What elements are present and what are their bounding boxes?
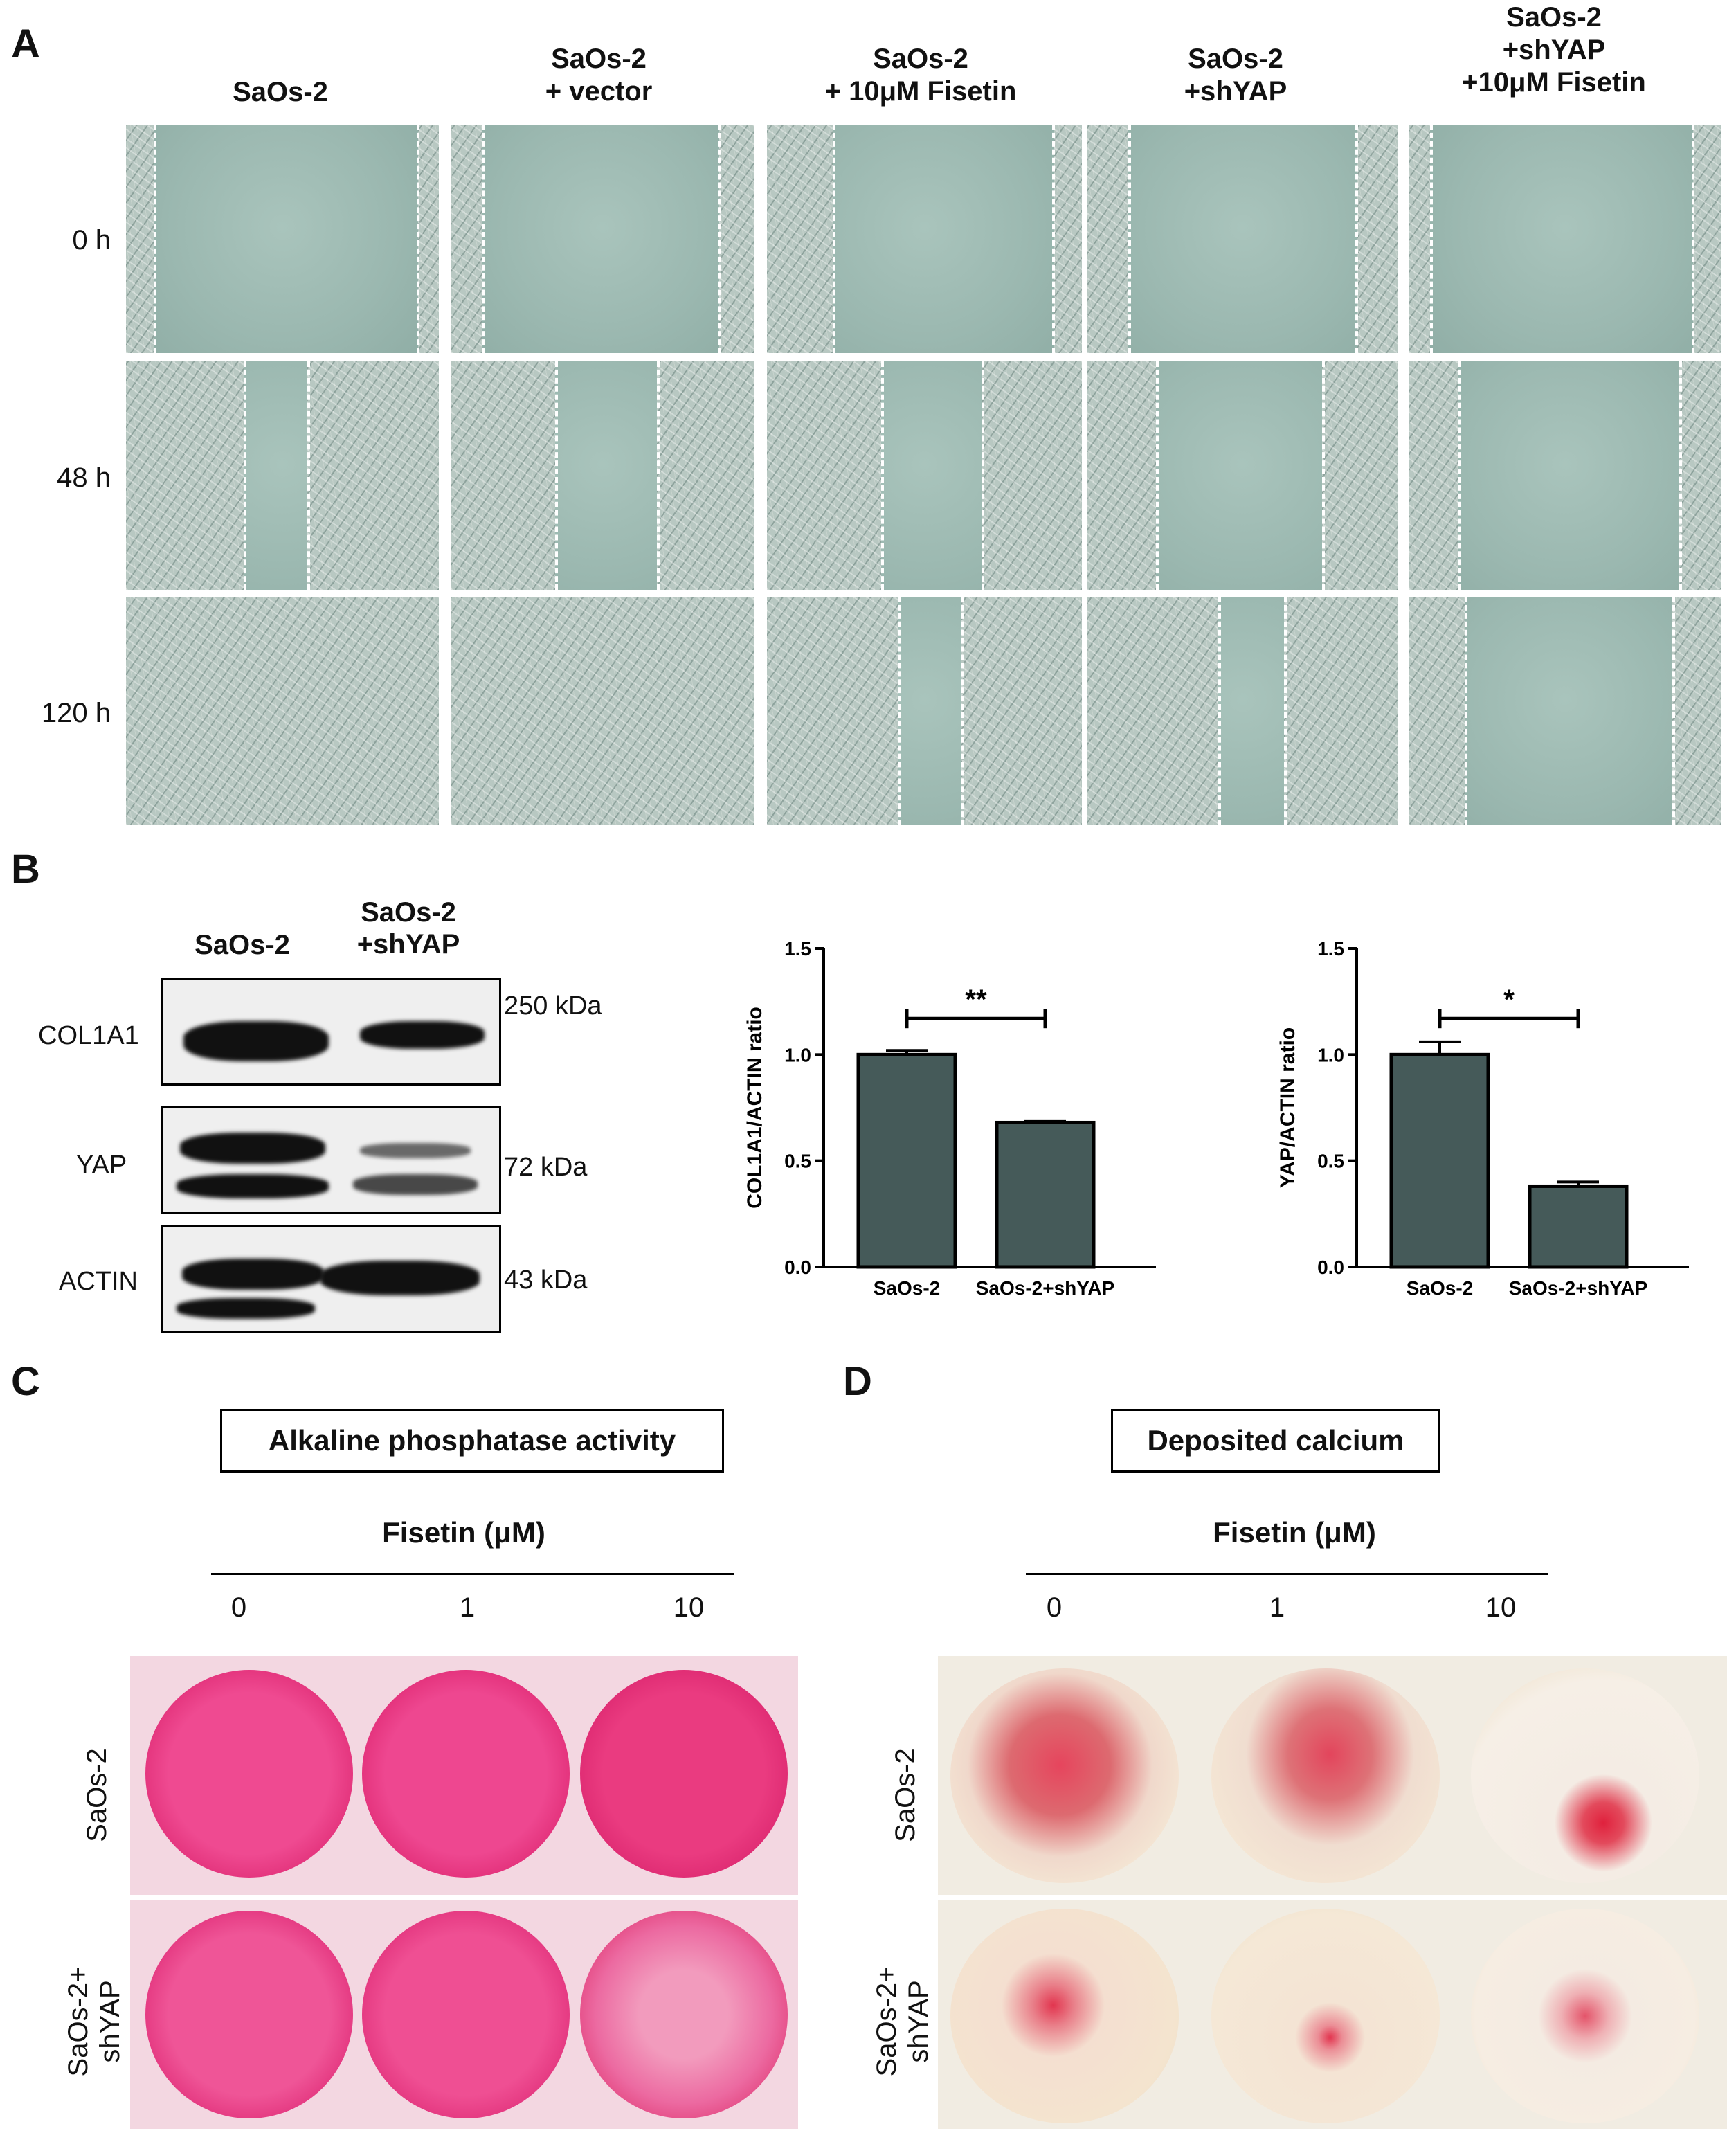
concentration-label: 0 bbox=[1046, 1592, 1063, 1623]
significance-label: * bbox=[1503, 984, 1515, 1015]
significance-label: ** bbox=[965, 984, 987, 1015]
well bbox=[580, 1911, 788, 2118]
micrograph bbox=[126, 125, 439, 353]
micrograph bbox=[1409, 597, 1721, 825]
x-tick-label: SaOs-2+shYAP bbox=[976, 1277, 1115, 1299]
bar bbox=[995, 1120, 1096, 1269]
bar bbox=[1389, 1052, 1490, 1269]
blot-col1a1 bbox=[161, 978, 501, 1086]
y-tick-label: 0.5 bbox=[784, 1151, 811, 1172]
calcium-plate-row bbox=[938, 1656, 1727, 1895]
row-label: SaOs-2+ shYAP bbox=[63, 1966, 125, 2077]
y-tick-label: 1.0 bbox=[1317, 1044, 1344, 1065]
panel-b-letter: B bbox=[11, 847, 40, 892]
y-tick-label: 1.5 bbox=[784, 938, 811, 960]
fisetin-axis-line bbox=[211, 1573, 734, 1575]
well bbox=[950, 1668, 1179, 1883]
panel-c-title: Alkaline phosphatase activity bbox=[220, 1409, 724, 1473]
well bbox=[1211, 1668, 1440, 1883]
kda-label: 250 kDa bbox=[504, 991, 602, 1020]
micrograph bbox=[126, 361, 439, 590]
concentration-label: 10 bbox=[1485, 1592, 1517, 1623]
bar bbox=[1528, 1184, 1629, 1269]
blot-lane-label: SaOs-2 bbox=[195, 930, 290, 960]
column-header: SaOs-2 bbox=[233, 77, 328, 107]
column-header: SaOs-2 + vector bbox=[545, 44, 653, 107]
micrograph bbox=[1087, 125, 1398, 353]
blot-lane-label: SaOs-2 +shYAP bbox=[356, 897, 460, 960]
y-axis-label: COL1A1/ACTIN ratio bbox=[743, 1007, 766, 1209]
panel-a-letter: A bbox=[11, 21, 40, 66]
x-tick-label: SaOs-2+shYAP bbox=[1509, 1277, 1648, 1299]
column-header: SaOs-2 +shYAP bbox=[1184, 44, 1287, 107]
column-header: SaOs-2 + 10μM Fisetin bbox=[824, 44, 1017, 107]
concentration-label: 0 bbox=[230, 1592, 247, 1623]
well bbox=[145, 1670, 353, 1878]
micrograph bbox=[451, 125, 754, 353]
y-tick-label: 1.0 bbox=[784, 1044, 811, 1065]
micrograph bbox=[1409, 361, 1721, 590]
micrograph bbox=[767, 361, 1082, 590]
concentration-label: 1 bbox=[459, 1592, 476, 1623]
protein-label: COL1A1 bbox=[38, 1021, 139, 1050]
kda-label: 43 kDa bbox=[504, 1266, 588, 1295]
panel-c-letter: C bbox=[11, 1359, 40, 1404]
fisetin-axis-line bbox=[1026, 1573, 1548, 1575]
fisetin-label: Fisetin (μM) bbox=[382, 1516, 545, 1549]
y-tick-label: 0.0 bbox=[784, 1257, 811, 1278]
alp-plate-row bbox=[130, 1656, 798, 1895]
micrograph bbox=[1087, 361, 1398, 590]
well bbox=[1211, 1909, 1440, 2123]
micrograph bbox=[1087, 597, 1398, 825]
y-tick-label: 1.5 bbox=[1317, 938, 1344, 960]
x-tick-label: SaOs-2 bbox=[1407, 1277, 1474, 1299]
alp-plate-row bbox=[130, 1900, 798, 2129]
well bbox=[362, 1911, 570, 2118]
concentration-label: 10 bbox=[673, 1592, 705, 1623]
well bbox=[362, 1670, 570, 1878]
concentration-label: 1 bbox=[1269, 1592, 1285, 1623]
micrograph bbox=[767, 597, 1082, 825]
y-tick-label: 0.5 bbox=[1317, 1151, 1344, 1172]
row-label: SaOs-2 bbox=[890, 1748, 921, 1842]
protein-label: YAP bbox=[76, 1151, 127, 1180]
bar-chart-col1a1: 0.0 0.5 1.0 1.5 COL1A1/ACTIN ratio SaOs-2 SaOs… bbox=[743, 938, 1156, 1299]
blot-actin bbox=[161, 1225, 501, 1333]
row-label: SaOs-2+ shYAP bbox=[871, 1966, 934, 2077]
panel-d-letter: D bbox=[843, 1359, 872, 1404]
blot-yap bbox=[161, 1106, 501, 1214]
row-label: 0 h bbox=[72, 225, 111, 255]
micrograph bbox=[451, 361, 754, 590]
y-axis-label: YAP/ACTIN ratio bbox=[1276, 1027, 1299, 1188]
y-tick-label: 0.0 bbox=[1317, 1257, 1344, 1278]
bar-chart-yap: 0.0 0.5 1.0 1.5 YAP/ACTIN ratio SaOs-2 SaOs-2+… bbox=[1276, 938, 1689, 1299]
row-label: 48 h bbox=[57, 462, 111, 493]
bar bbox=[856, 1052, 957, 1269]
micrograph bbox=[1409, 125, 1721, 353]
panel-d-title: Deposited calcium bbox=[1111, 1409, 1440, 1473]
micrograph bbox=[451, 597, 754, 825]
fisetin-label: Fisetin (μM) bbox=[1213, 1516, 1376, 1549]
micrograph bbox=[767, 125, 1082, 353]
well bbox=[1471, 1909, 1699, 2123]
x-tick-label: SaOs-2 bbox=[874, 1277, 941, 1299]
row-label: SaOs-2 bbox=[82, 1748, 112, 1842]
kda-label: 72 kDa bbox=[504, 1153, 588, 1182]
well bbox=[950, 1909, 1179, 2123]
row-label: 120 h bbox=[41, 698, 111, 728]
column-header: SaOs-2 +shYAP +10μM Fisetin bbox=[1462, 2, 1646, 98]
well bbox=[580, 1670, 788, 1878]
calcium-plate-row bbox=[938, 1900, 1727, 2129]
micrograph bbox=[126, 597, 439, 825]
well bbox=[1471, 1668, 1699, 1883]
protein-label: ACTIN bbox=[59, 1267, 138, 1296]
well bbox=[145, 1911, 353, 2118]
